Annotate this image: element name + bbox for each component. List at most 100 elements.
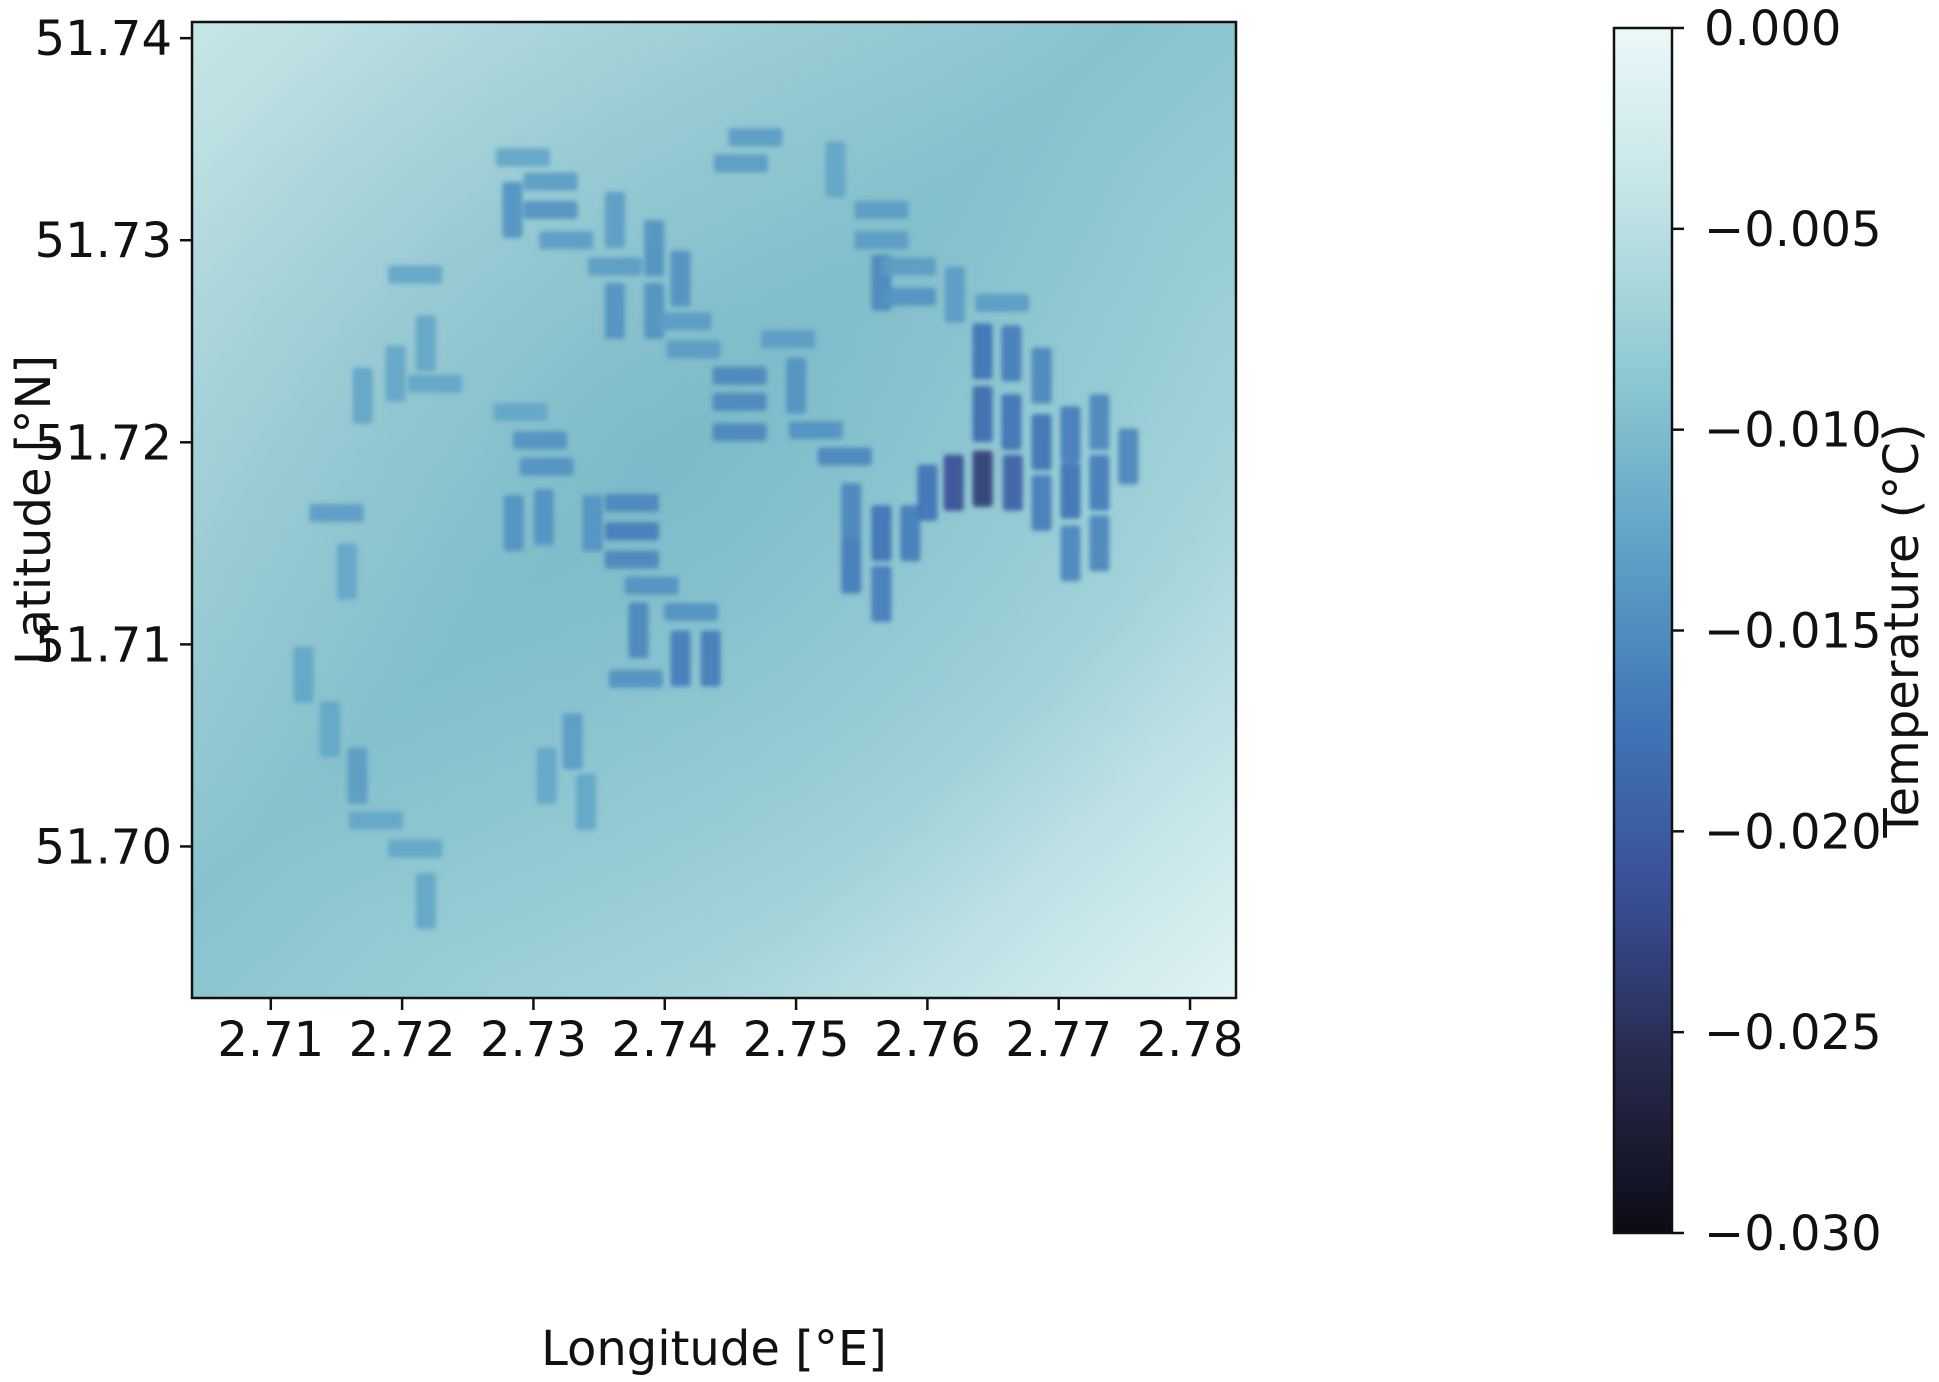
y-tick-label: 51.74 bbox=[35, 11, 172, 67]
x-tick-label: 2.78 bbox=[1137, 1012, 1244, 1068]
turbine-wake bbox=[415, 315, 436, 372]
y-tick-label: 51.71 bbox=[35, 617, 172, 673]
colorbar-label: Temperature (°C) bbox=[1874, 423, 1930, 838]
turbine-wake bbox=[943, 454, 964, 511]
turbine-wake bbox=[493, 403, 548, 421]
turbine-wake bbox=[786, 357, 807, 414]
turbine-wake bbox=[293, 646, 314, 703]
turbine-wake bbox=[841, 537, 862, 594]
turbine-wake bbox=[628, 602, 649, 659]
turbine-wake bbox=[388, 839, 443, 858]
turbine-wake bbox=[604, 522, 659, 541]
turbine-wake bbox=[644, 220, 665, 277]
turbine-wake bbox=[576, 774, 596, 830]
x-tick-label: 2.74 bbox=[611, 1012, 718, 1068]
turbine-wake bbox=[841, 483, 862, 539]
turbine-wake bbox=[712, 392, 767, 411]
turbine-wake bbox=[348, 811, 403, 830]
turbine-wake bbox=[1089, 454, 1110, 511]
colorbar-tick-label: −0.010 bbox=[1704, 403, 1882, 459]
turbine-wake bbox=[761, 330, 816, 349]
turbine-wake bbox=[624, 576, 679, 595]
turbine-wake bbox=[788, 421, 843, 440]
turbine-wake bbox=[536, 747, 557, 804]
turbine-wake bbox=[415, 873, 436, 929]
turbine-wakes bbox=[293, 128, 1139, 929]
turbine-wake bbox=[407, 374, 462, 393]
turbine-wake bbox=[587, 257, 642, 276]
turbine-wake bbox=[825, 141, 846, 198]
colorbar-tick-label: −0.005 bbox=[1704, 202, 1882, 258]
turbine-wake bbox=[900, 505, 921, 562]
turbine-wake bbox=[604, 550, 659, 569]
colorbar-tick-label: −0.020 bbox=[1704, 804, 1882, 860]
colorbar-tick-label: −0.025 bbox=[1704, 1005, 1882, 1061]
turbine-wake bbox=[817, 447, 872, 466]
turbine-wake bbox=[502, 181, 523, 238]
y-axis: 51.70 51.71 51.72 51.73 51.74 bbox=[35, 11, 192, 875]
turbine-wake bbox=[871, 565, 892, 622]
turbine-wake bbox=[854, 231, 909, 250]
turbine-wake bbox=[513, 431, 567, 450]
colorbar-gradient-bar bbox=[1614, 28, 1672, 1233]
turbine-wake bbox=[539, 231, 594, 250]
turbine-wake bbox=[666, 340, 721, 359]
turbine-wake bbox=[712, 366, 767, 385]
turbine-wake bbox=[1089, 394, 1110, 451]
turbine-wake bbox=[495, 148, 550, 167]
turbine-wake bbox=[882, 287, 936, 306]
colorbar-ticks: 0.000 −0.005 −0.010 −0.015 −0.020 −0.025 −0.03… bbox=[1672, 1, 1882, 1262]
turbine-wake bbox=[1060, 525, 1081, 582]
x-tick-label: 2.75 bbox=[743, 1012, 850, 1068]
turbine-wake bbox=[604, 192, 625, 248]
turbine-wake bbox=[917, 464, 938, 521]
y-tick-label: 51.73 bbox=[35, 213, 172, 269]
turbine-wake bbox=[644, 283, 665, 339]
x-tick-label: 2.72 bbox=[349, 1012, 456, 1068]
turbine-wake bbox=[1031, 414, 1052, 471]
turbine-wake bbox=[347, 747, 368, 804]
turbine-wake bbox=[871, 505, 892, 562]
turbine-wake bbox=[700, 630, 721, 687]
turbine-wake bbox=[713, 154, 768, 173]
turbine-wake bbox=[503, 495, 524, 552]
turbine-wake bbox=[604, 493, 659, 512]
colorbar-tick-label: −0.015 bbox=[1704, 604, 1882, 660]
turbine-wake bbox=[972, 323, 993, 380]
turbine-wake bbox=[523, 200, 578, 219]
turbine-wake bbox=[975, 293, 1030, 312]
turbine-wake bbox=[670, 630, 691, 687]
turbine-wake bbox=[1118, 428, 1139, 485]
turbine-wake bbox=[670, 250, 691, 307]
colorbar-tick-label: 0.000 bbox=[1704, 1, 1841, 57]
turbine-wake bbox=[608, 669, 663, 688]
turbine-wake bbox=[319, 701, 340, 758]
x-axis: 2.71 2.72 2.73 2.74 2.75 2.76 2.77 2.78 bbox=[217, 998, 1243, 1068]
y-tick-label: 51.72 bbox=[35, 415, 172, 471]
turbine-wake bbox=[337, 543, 357, 600]
turbine-wake bbox=[712, 423, 767, 442]
turbine-wake bbox=[385, 345, 406, 402]
turbine-wake bbox=[972, 386, 993, 442]
y-tick-label: 51.70 bbox=[35, 819, 172, 875]
turbine-wake bbox=[1089, 515, 1110, 572]
plot-area bbox=[190, 20, 1238, 1000]
turbine-wake bbox=[533, 489, 554, 546]
turbine-wake bbox=[657, 312, 712, 331]
turbine-wake bbox=[1002, 454, 1023, 511]
turbine-wake bbox=[604, 283, 625, 339]
colorbar: 0.000 −0.005 −0.010 −0.015 −0.020 −0.025 −0.03… bbox=[1612, 1, 1930, 1262]
turbine-wake bbox=[523, 172, 578, 191]
turbine-wake bbox=[388, 265, 443, 284]
turbine-wake bbox=[972, 450, 993, 507]
turbine-wake bbox=[1060, 462, 1081, 519]
x-tick-label: 2.76 bbox=[874, 1012, 981, 1068]
turbine-wake bbox=[1060, 406, 1081, 463]
turbine-wake bbox=[309, 504, 364, 522]
x-tick-label: 2.71 bbox=[217, 1012, 324, 1068]
turbine-wake bbox=[854, 200, 909, 219]
turbine-wake bbox=[1031, 474, 1052, 531]
turbine-wake bbox=[728, 128, 783, 147]
turbine-wake bbox=[882, 257, 936, 276]
